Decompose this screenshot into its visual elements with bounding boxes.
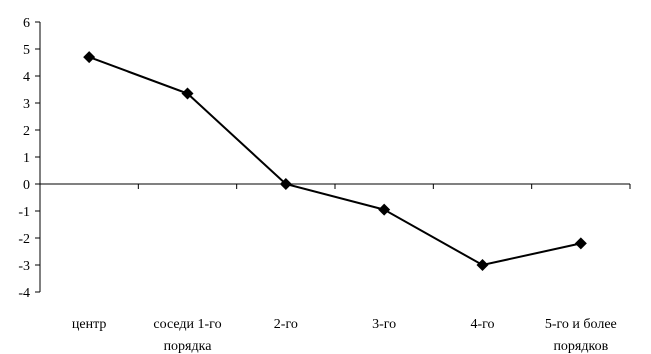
data-point-marker [181,87,194,100]
y-axis: 6 5 4 3 2 1 0 -1 -2 -3 -4 [18,16,41,301]
data-point-marker [83,51,96,64]
x-tick-label: центр [72,317,107,332]
x-tick-label: 2-го [274,317,298,332]
y-tick-label: -2 [18,232,30,247]
x-tick-label: соседи 1-го порядка [153,317,221,354]
data-point-marker [378,203,391,216]
y-tick-label: 6 [23,16,30,31]
y-tick-label: -1 [18,205,30,220]
y-tick-label: -3 [18,259,30,274]
y-tick-label: 4 [23,70,30,85]
series [83,51,587,271]
y-tick-label: 3 [23,97,30,112]
x-tick-label: 5-го и более порядков [545,317,617,354]
x-axis: центр соседи 1-го порядка 2-го 3-го 4-го 5-го … [39,183,631,354]
x-tick-label: 4-го [470,317,494,332]
y-tick-label: 2 [23,124,30,139]
series-line [88,56,582,267]
y-tick-label: 0 [23,178,30,193]
y-tick-label: 1 [23,151,30,166]
data-point-marker [574,237,587,250]
y-tick-label: -4 [18,286,30,301]
data-point-marker [476,259,489,271]
x-tick-label: 3-го [372,317,396,332]
y-tick-label: 5 [23,43,30,58]
data-point-marker [279,178,292,190]
